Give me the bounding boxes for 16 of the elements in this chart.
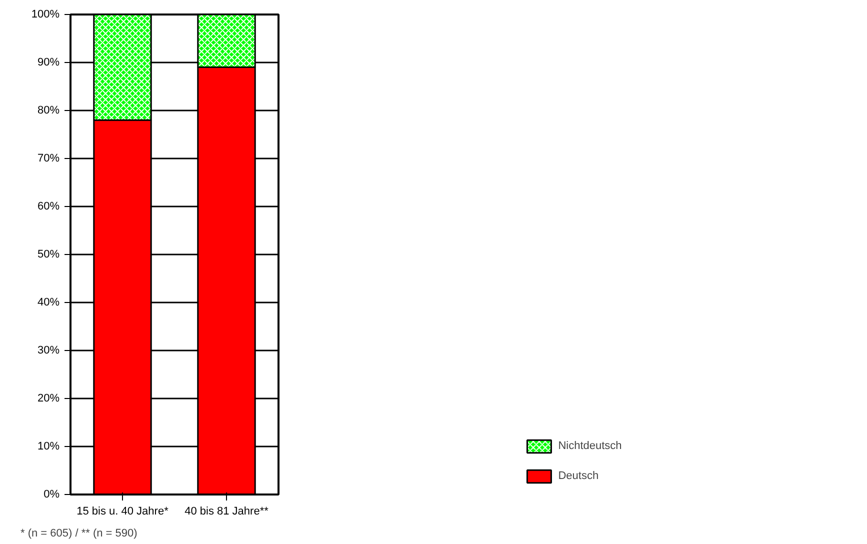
y-tick-label: 70% [37,152,60,164]
y-tick-label: 100% [31,8,60,20]
y-tick-label: 20% [37,392,60,404]
x-tick-label: 15 bis u. 40 Jahre* [76,506,170,518]
legend-label: Nichtdeutsch [558,440,622,452]
y-tick-label: 60% [37,200,60,212]
legend-label: Deutsch [558,470,599,482]
text: * (n = 605) / ** (n = 590) [20,528,138,540]
y-tick-label: 50% [37,248,60,260]
y-tick-label: 90% [37,56,60,68]
y-tick-label: 10% [37,440,60,452]
y-tick-label: 80% [37,104,60,116]
y-tick-label: 40% [37,296,60,308]
x-tick-label: 40 bis 81 Jahre** [184,506,270,518]
y-tick-label: 0% [44,488,60,500]
y-tick-label: 30% [37,344,60,356]
